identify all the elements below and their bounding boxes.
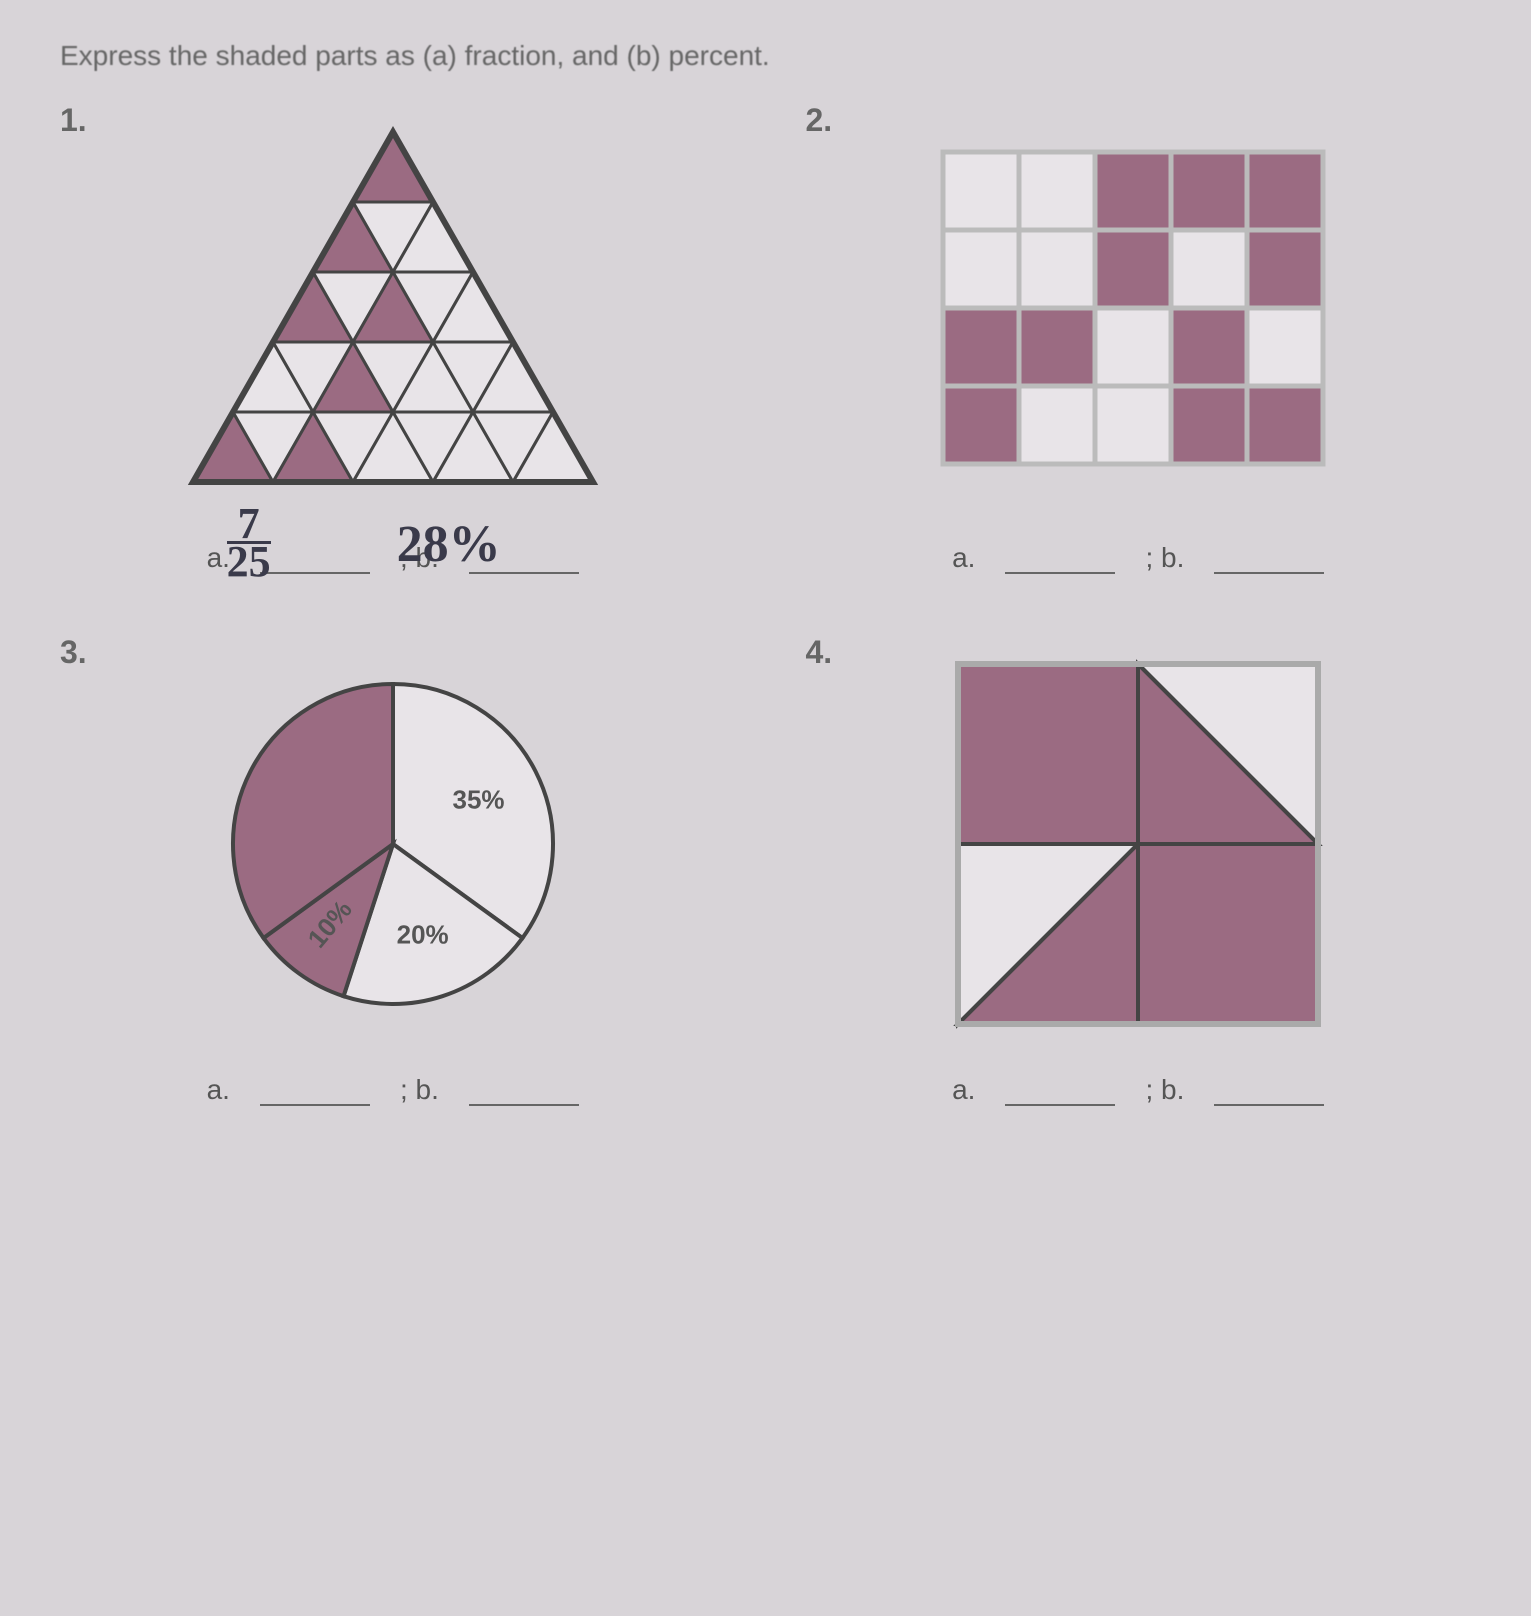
problem-4-answers: a. ; b. [952,1074,1324,1106]
handwritten-fraction: 7 25 [227,506,271,579]
svg-text:20%: 20% [396,919,448,949]
blank-4b[interactable] [1214,1076,1324,1106]
problem-2: 2. a. ; b. [806,102,1472,574]
problem-3-answers: a. ; b. [207,1074,579,1106]
problem-2-figure [806,102,1472,522]
problem-4-figure [806,634,1472,1054]
label-a: a. [952,542,975,574]
problem-3-figure: 35%20%10% [60,634,726,1054]
label-b: ; b. [1145,542,1184,574]
problem-2-number: 2. [806,102,833,139]
problem-3-number: 3. [60,634,87,671]
problem-4-number: 4. [806,634,833,671]
instruction-text: Express the shaded parts as (a) fraction… [60,40,1471,72]
handwritten-percent: 28% [397,515,501,574]
problem-4: 4. a. ; b. [806,634,1472,1106]
pie-figure: 35%20%10% [213,664,573,1024]
blank-2a[interactable] [1005,544,1115,574]
label-a: a. [952,1074,975,1106]
problem-1-number: 1. [60,102,87,139]
blank-3a[interactable] [260,1076,370,1106]
blank-4a[interactable] [1005,1076,1115,1106]
problem-1-figure [60,102,726,522]
label-a: a. [207,1074,230,1106]
triangle-figure [173,112,613,512]
square-figure [948,654,1328,1034]
problem-1-answers: 7 25 28% a. ; b. [207,542,579,574]
grid-figure [938,147,1338,477]
svg-text:35%: 35% [452,784,504,814]
blank-1a[interactable] [260,544,370,574]
problem-2-answers: a. ; b. [952,542,1324,574]
problem-3: 3. 35%20%10% a. ; b. [60,634,726,1106]
blank-3b[interactable] [469,1076,579,1106]
problem-1: 1. 7 25 28% a. ; b. [60,102,726,574]
blank-2b[interactable] [1214,544,1324,574]
label-b: ; b. [1145,1074,1184,1106]
label-b: ; b. [400,1074,439,1106]
problem-grid: 1. 7 25 28% a. ; b. 2. a. ; b. [60,102,1471,1106]
